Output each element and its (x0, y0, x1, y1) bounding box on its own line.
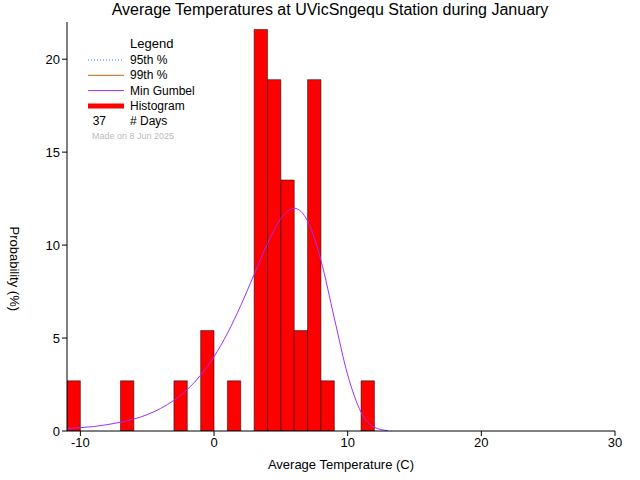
svg-text:0: 0 (210, 435, 217, 450)
svg-text:5: 5 (53, 331, 60, 346)
svg-text:Probability (%): Probability (%) (8, 227, 22, 312)
svg-text:Min Gumbel: Min Gumbel (130, 84, 195, 98)
svg-text:Legend: Legend (130, 36, 173, 51)
svg-text:37: 37 (93, 114, 107, 128)
svg-text:Made on 8 Jun 2025: Made on 8 Jun 2025 (92, 131, 174, 141)
svg-text:95th %: 95th % (130, 53, 168, 67)
svg-text:30: 30 (608, 435, 622, 450)
svg-text:15: 15 (46, 145, 60, 160)
svg-text:Histogram: Histogram (130, 99, 185, 113)
svg-text:99th %: 99th % (130, 68, 168, 82)
svg-text:20: 20 (474, 435, 488, 450)
svg-text:10: 10 (340, 435, 354, 450)
svg-text:20: 20 (46, 52, 60, 67)
svg-text:# Days: # Days (130, 114, 167, 128)
svg-text:0: 0 (53, 424, 60, 439)
svg-text:10: 10 (46, 238, 60, 253)
html-text:Average Temperatures at UVicSn: Average Temperatures at UVicSngequ Stati… (111, 1, 549, 18)
svg-text:Average Temperature (C): Average Temperature (C) (268, 457, 414, 472)
svg-text:-10: -10 (71, 435, 90, 450)
